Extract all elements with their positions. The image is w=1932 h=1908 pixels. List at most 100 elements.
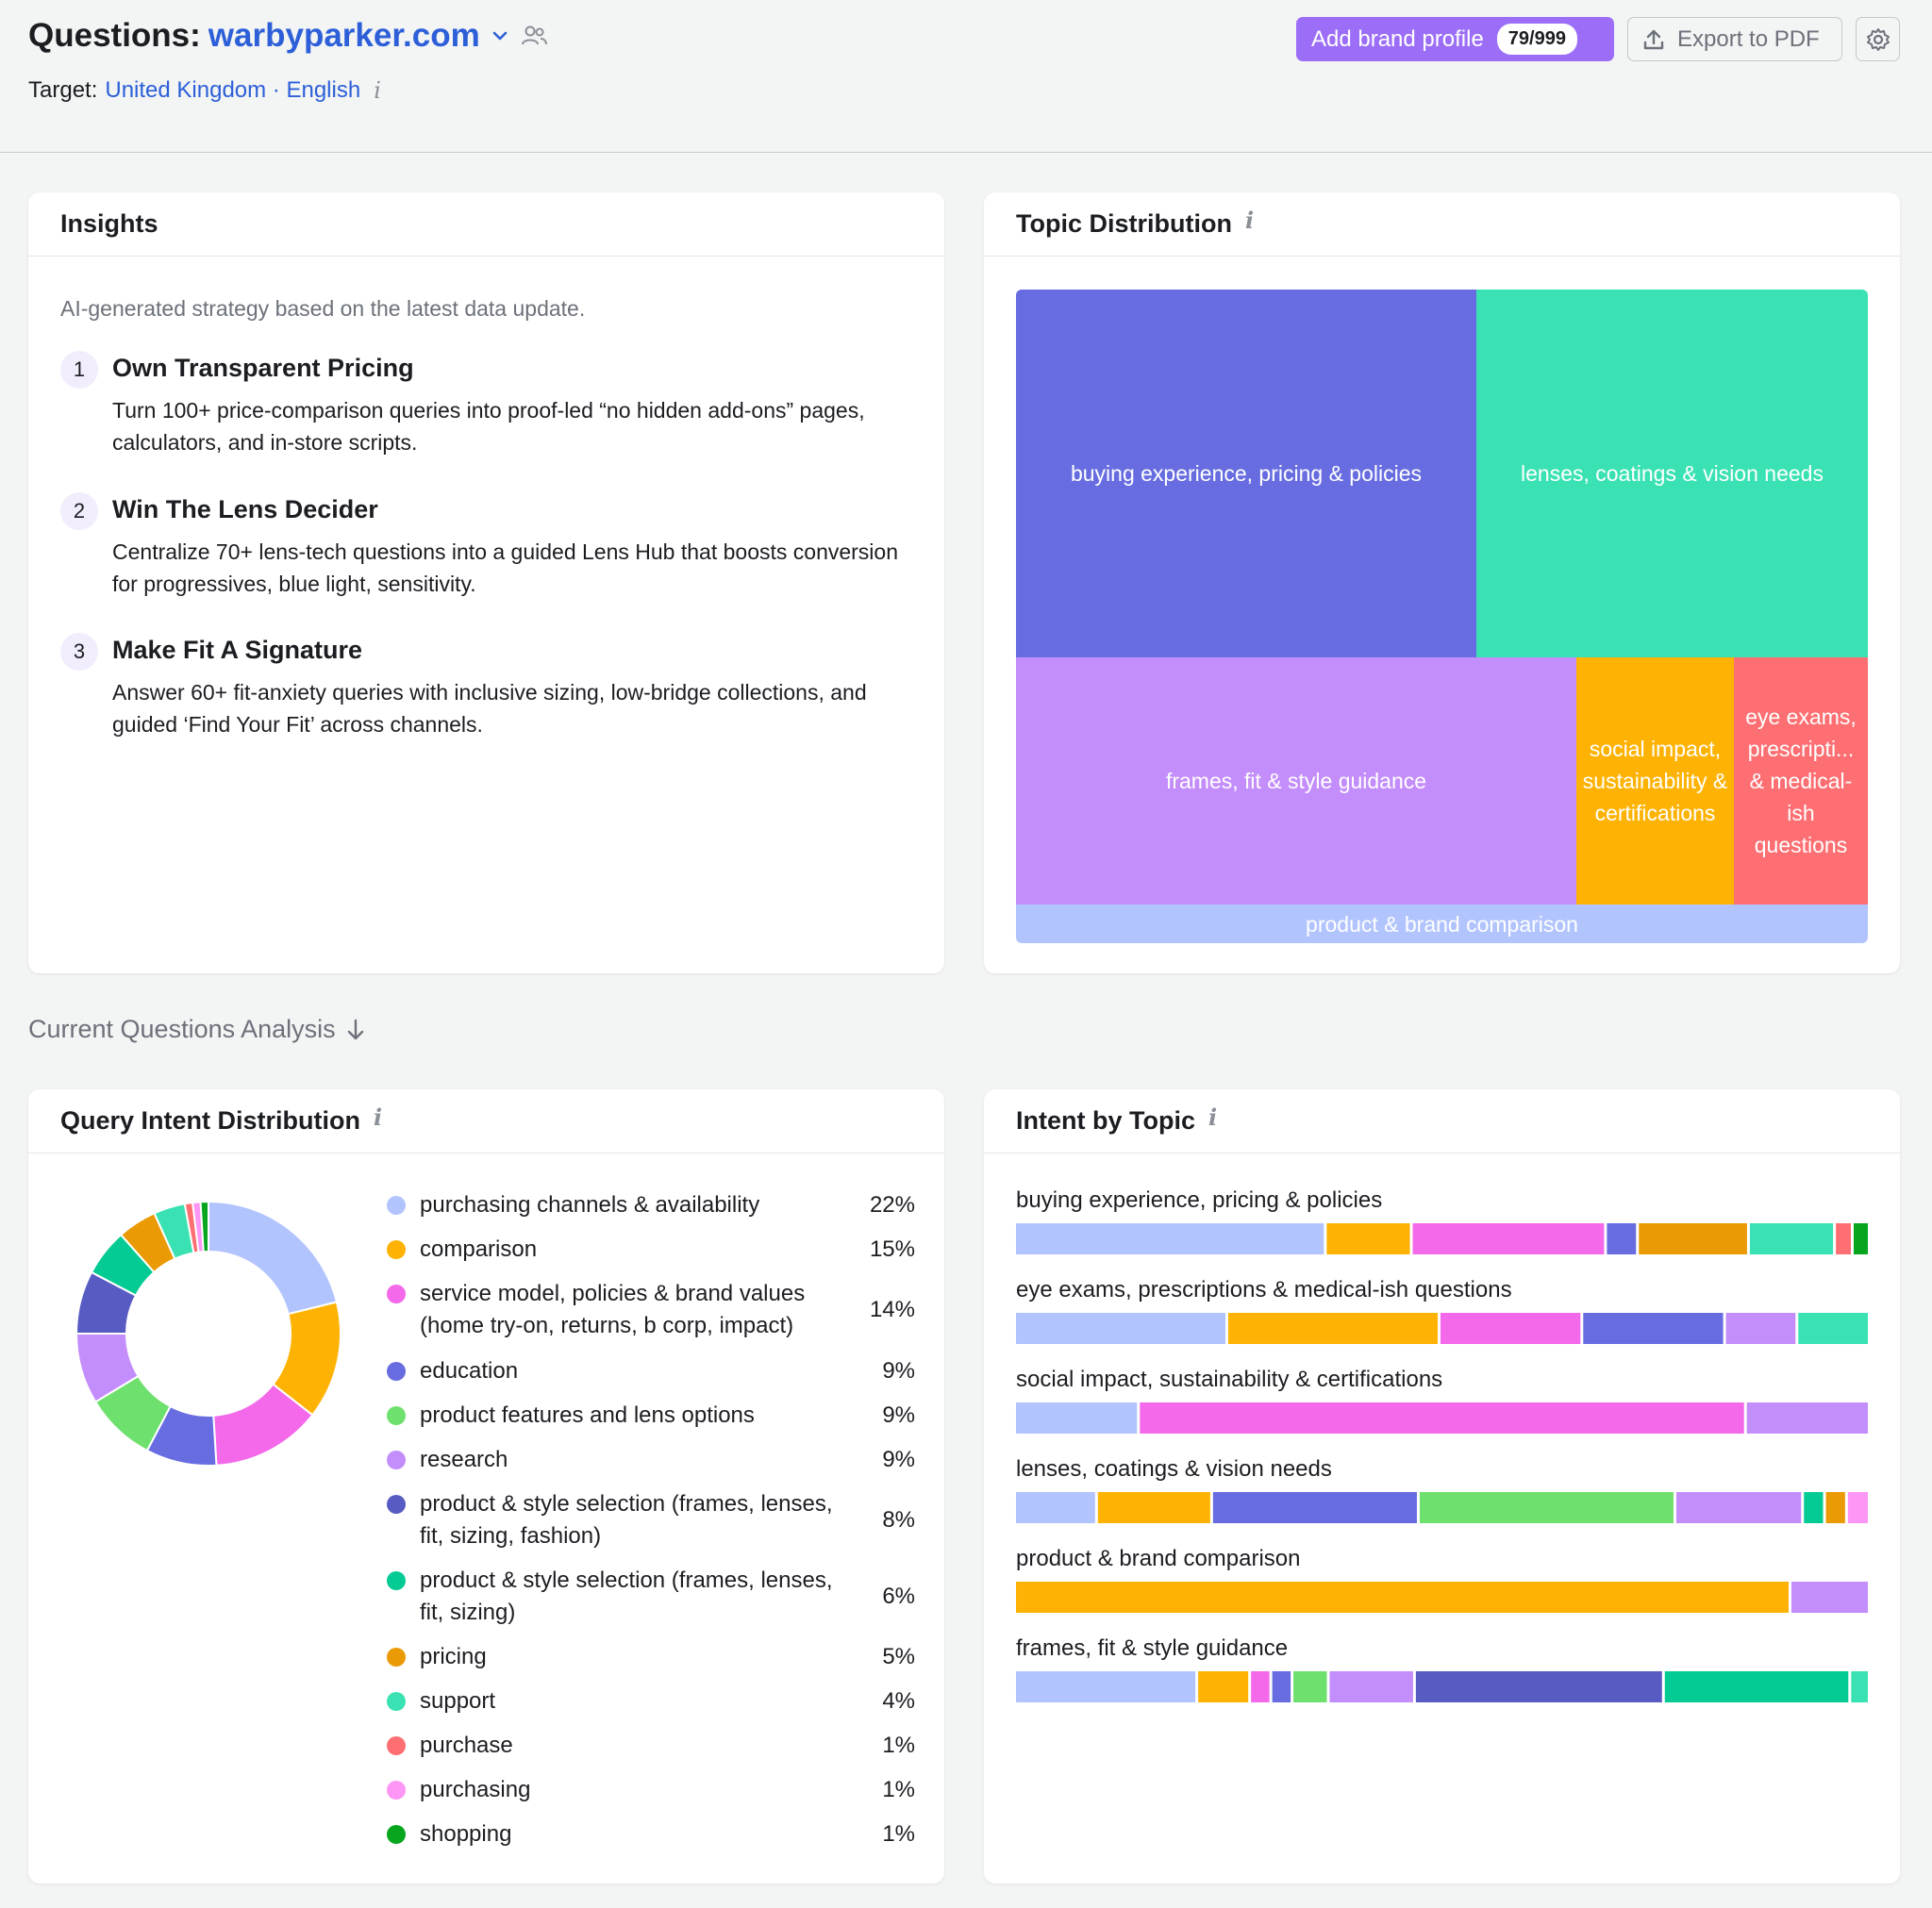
legend-item[interactable]: purchase 1% [387,1730,915,1762]
intent-bar-segment[interactable] [1016,1313,1225,1344]
intent-topic-row: eye exams, prescriptions & medical-ish q… [1016,1276,1868,1344]
insight-text: Turn 100+ price-comparison queries into … [112,398,865,455]
intent-bar-segment[interactable] [1329,1671,1413,1702]
legend-label: service model, policies & brand values (… [420,1281,806,1338]
legend-item[interactable]: service model, policies & brand values (… [387,1278,915,1342]
intent-bar-segment[interactable] [1746,1402,1868,1434]
legend-percent: 1% [882,1777,915,1802]
legend-label: product features and lens options [420,1402,755,1428]
insights-subtitle: AI-generated strategy based on the lates… [60,296,586,321]
intent-bar-segment[interactable] [1664,1671,1849,1702]
intent-bar-segment[interactable] [1412,1223,1605,1254]
intent-bar-segment[interactable] [1441,1313,1581,1344]
legend-label: purchase [420,1733,513,1758]
legend-item[interactable]: comparison 15% [387,1234,915,1266]
intent-by-topic-title: Intent by Topic [1016,1106,1195,1135]
intent-bar-segment[interactable] [1251,1671,1270,1702]
intent-bar-segment[interactable] [1016,1492,1095,1523]
topic-distribution-header: Topic Distribution i [984,192,1900,257]
legend-dot [387,1285,406,1303]
legend-item[interactable]: shopping 1% [387,1818,915,1850]
intent-bar-segment[interactable] [1140,1402,1744,1434]
export-pdf-button[interactable]: Export to PDF [1627,17,1842,61]
intent-bar-segment[interactable] [1854,1223,1868,1254]
info-icon[interactable]: i [374,77,381,104]
legend-percent: 5% [882,1644,915,1669]
intent-topic-row: social impact, sustainability & certific… [1016,1366,1868,1434]
legend-percent: 22% [869,1192,915,1218]
info-icon[interactable]: i [1208,1103,1218,1131]
intent-bar-segment[interactable] [1212,1492,1417,1523]
intent-bar-segment[interactable] [1326,1223,1410,1254]
intent-bar-segment[interactable] [1725,1313,1796,1344]
intent-bar-segment[interactable] [1607,1223,1637,1254]
legend-item[interactable]: product features and lens options 9% [387,1400,915,1432]
treemap-tile-label: social impact, sustainability & certific… [1582,737,1728,825]
intent-bar-segment[interactable] [1228,1313,1438,1344]
people-icon[interactable] [520,24,548,48]
topic-treemap: buying experience, pricing & policies le… [1016,290,1868,943]
legend-item[interactable]: product & style selection (frames, lense… [387,1565,915,1629]
intent-stacked-bar [1016,1223,1868,1254]
intent-bar-segment[interactable] [1415,1671,1662,1702]
intent-bar-segment[interactable] [1675,1492,1802,1523]
gear-icon [1866,27,1890,51]
intent-bar-segment[interactable] [1804,1492,1824,1523]
intent-bar-segment[interactable] [1798,1313,1868,1344]
insights-card: Insights AI-generated strategy based on … [28,192,944,973]
legend-item[interactable]: education 9% [387,1355,915,1387]
treemap-tile[interactable]: frames, fit & style guidance [1016,657,1576,904]
query-intent-title: Query Intent Distribution [60,1106,361,1135]
chevron-down-icon[interactable] [490,25,510,46]
info-icon[interactable]: i [1244,207,1255,234]
settings-button[interactable] [1856,17,1900,61]
intent-bar-segment[interactable] [1016,1582,1789,1613]
treemap-tile[interactable]: social impact, sustainability & certific… [1576,657,1734,904]
legend-dot [387,1362,406,1381]
intent-bar-segment[interactable] [1016,1402,1138,1434]
legend-item[interactable]: product & style selection (frames, lense… [387,1488,915,1552]
legend-item[interactable]: purchasing 1% [387,1774,915,1806]
donut-slice[interactable] [208,1200,339,1316]
topic-distribution-title: Topic Distribution [1016,209,1232,238]
intent-bar-segment[interactable] [1825,1492,1845,1523]
legend-label: education [420,1358,519,1384]
treemap-tile[interactable]: eye exams, prescripti... & medical-ish q… [1734,657,1868,904]
intent-bar-segment[interactable] [1016,1223,1324,1254]
legend-percent: 9% [882,1447,915,1472]
treemap-tile[interactable]: buying experience, pricing & policies [1016,290,1476,657]
title-prefix: Questions: [28,17,201,54]
domain-selector[interactable]: warbyparker.com [208,17,480,54]
intent-bar-segment[interactable] [1749,1223,1834,1254]
legend-item[interactable]: research 9% [387,1444,915,1476]
intent-bar-segment[interactable] [1272,1671,1291,1702]
legend-label: shopping [420,1821,512,1847]
intent-bar-segment[interactable] [1419,1492,1674,1523]
treemap-tile[interactable]: lenses, coatings & vision needs [1476,290,1868,657]
query-intent-header: Query Intent Distribution i [28,1089,944,1153]
donut-slice[interactable] [199,1200,209,1253]
treemap-tile[interactable]: product & brand comparison [1016,904,1868,943]
intent-bar-segment[interactable] [1583,1313,1724,1344]
treemap-tile-label: product & brand comparison [1306,911,1578,937]
section-label: Current Questions Analysis [28,1015,336,1043]
intent-bar-segment[interactable] [1836,1223,1852,1254]
info-icon[interactable]: i [374,1103,383,1131]
intent-bar-segment[interactable] [1791,1582,1868,1613]
intent-bar-segment[interactable] [1097,1492,1210,1523]
legend-label: purchasing [420,1777,531,1802]
legend-label: product & style selection (frames, lense… [420,1568,833,1625]
intent-topic-row: frames, fit & style guidance [1016,1634,1868,1702]
legend-item[interactable]: pricing 5% [387,1641,915,1673]
intent-bar-segment[interactable] [1016,1671,1196,1702]
intent-bar-segment[interactable] [1293,1671,1327,1702]
intent-bar-segment[interactable] [1198,1671,1249,1702]
legend-item[interactable]: purchasing channels & availability 22% [387,1189,915,1221]
intent-bar-segment[interactable] [1851,1671,1868,1702]
intent-bar-segment[interactable] [1639,1223,1747,1254]
legend-item[interactable]: support 4% [387,1685,915,1717]
current-questions-analysis-heading[interactable]: Current Questions Analysis [28,1015,366,1044]
intent-bar-segment[interactable] [1847,1492,1868,1523]
add-brand-profile-button[interactable]: Add brand profile 79/999 [1296,17,1614,61]
target-locale-link[interactable]: United Kingdom · English [105,77,361,103]
